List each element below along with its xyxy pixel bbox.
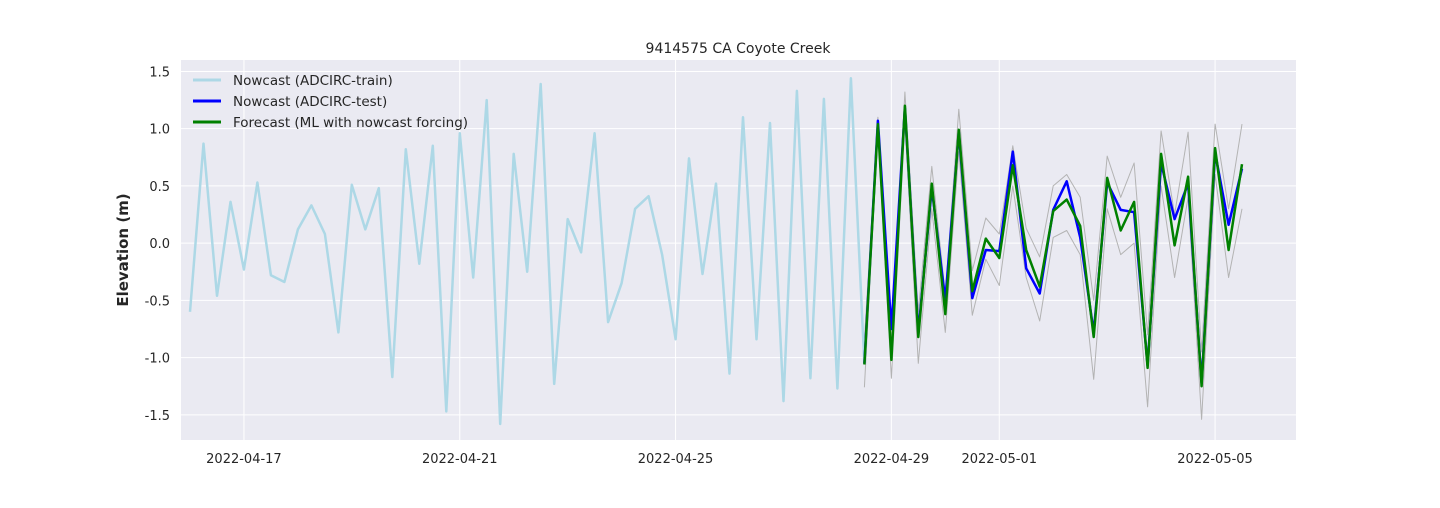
x-tick-label: 2022-04-17 bbox=[206, 452, 282, 467]
y-tick-label: 1.0 bbox=[149, 123, 170, 138]
legend-label: Nowcast (ADCIRC-train) bbox=[233, 73, 393, 89]
y-axis-label: Elevation (m) bbox=[114, 193, 132, 306]
legend-label: Forecast (ML with nowcast forcing) bbox=[233, 115, 468, 131]
x-tick-label: 2022-05-01 bbox=[961, 452, 1037, 467]
series-layer bbox=[188, 77, 1244, 426]
legend: Nowcast (ADCIRC-train) Nowcast (ADCIRC-te… bbox=[193, 73, 468, 131]
x-tick-label: 2022-04-21 bbox=[422, 452, 498, 467]
y-tick-label: 0.0 bbox=[149, 237, 170, 252]
series-line-0 bbox=[188, 77, 866, 426]
uncertainty-band-line bbox=[863, 91, 1243, 353]
y-tick-label: -0.5 bbox=[145, 294, 170, 309]
x-tick-label: 2022-05-05 bbox=[1177, 452, 1253, 467]
legend-label: Nowcast (ADCIRC-test) bbox=[233, 94, 387, 110]
x-tick-label: 2022-04-29 bbox=[854, 452, 930, 467]
x-tick-labels: 2022-04-17 2022-04-21 2022-04-25 2022-04-29… bbox=[206, 452, 1253, 467]
x-tick-label: 2022-04-25 bbox=[638, 452, 714, 467]
series-line-2 bbox=[863, 104, 1244, 388]
chart-title: 9414575 CA Coyote Creek bbox=[646, 41, 832, 57]
plot-background bbox=[181, 60, 1296, 440]
uncertainty-band-line bbox=[863, 122, 1243, 420]
y-tick-label: -1.5 bbox=[145, 409, 170, 424]
y-tick-label: 1.5 bbox=[149, 65, 170, 80]
y-tick-label: 0.5 bbox=[149, 180, 170, 195]
y-tick-label: -1.0 bbox=[145, 352, 170, 367]
y-tick-labels: -1.5 -1.0 -0.5 0.0 0.5 1.0 1.5 bbox=[145, 65, 170, 423]
